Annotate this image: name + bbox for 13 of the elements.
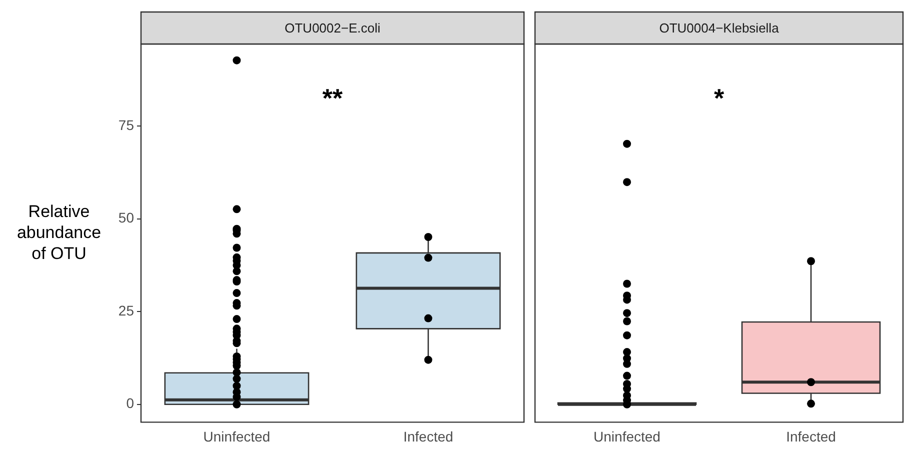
x-tick-label: Infected [403, 428, 454, 444]
y-tick-label: 25 [118, 302, 134, 318]
x-tick-label: Infected [786, 428, 836, 444]
annotation: ** [322, 83, 344, 114]
x-tick-label: Uninfected [203, 428, 270, 444]
annotation: * [714, 83, 725, 114]
x-tick-label: Uninfected [594, 428, 660, 444]
chart-title: OTU0002−E.coli [284, 20, 380, 36]
y-tick-label: 75 [118, 116, 134, 133]
y-tick-label: 0 [126, 395, 134, 412]
y-axis-title: Relative abundance of OTU [16, 202, 102, 263]
y-tick-label: 50 [118, 210, 134, 226]
chart-title: OTU0004−Klebsiella [659, 20, 780, 36]
